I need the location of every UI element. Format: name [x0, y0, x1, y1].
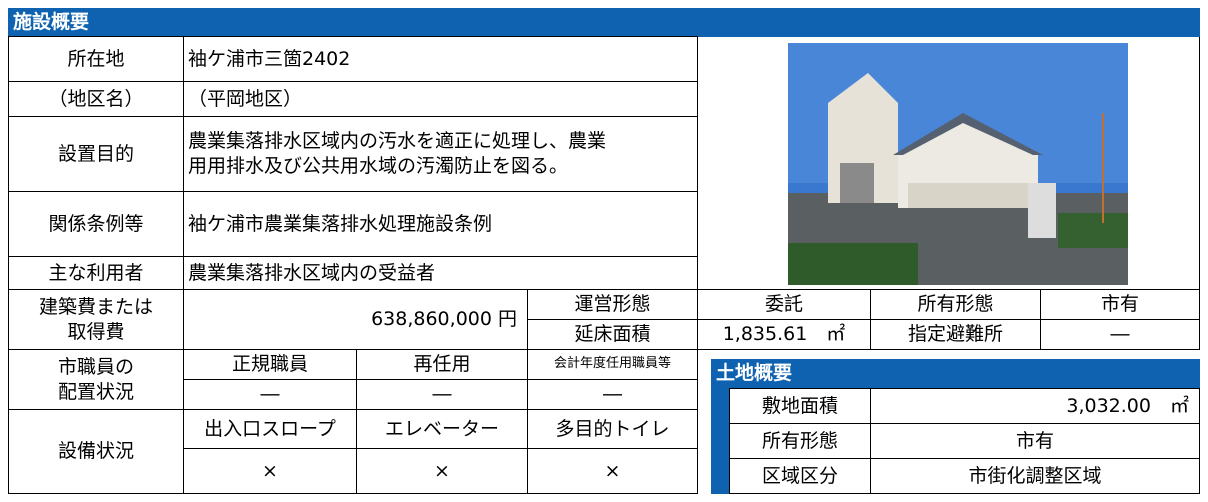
text: 市有 [1015, 429, 1054, 452]
text: × [604, 459, 621, 482]
text: エレベーター [384, 417, 499, 440]
value-cell: 市街化調整区域 [870, 458, 1200, 494]
text: 建築費または [38, 295, 153, 318]
label-cell: 市職員の 配置状況 [8, 349, 184, 410]
text: 農業集落排水区域内の受益者 [188, 261, 436, 284]
text: 袖ケ浦市農業集落排水処理施設条例 [188, 212, 493, 235]
value-cell: （平岡地区） [183, 81, 698, 117]
text: 設置目的 [57, 142, 134, 165]
text: 638,860,000 円 [371, 308, 517, 331]
text: 取得費 [67, 320, 125, 343]
text: 指定避難所 [907, 323, 1003, 346]
label-cell: 指定避難所 [870, 319, 1041, 350]
value-cell: 農業集落排水区域内の受益者 [183, 256, 698, 290]
text: × [262, 459, 278, 482]
column-header: エレベーター [356, 409, 528, 449]
photo-frame [697, 36, 1200, 290]
value-cell: ― [356, 379, 528, 410]
value-cell: ― [183, 379, 357, 410]
label-cell: 延床面積 [527, 319, 698, 350]
text: 敷地面積 [761, 394, 838, 417]
text: 用用排水及び公共用水域の汚濁防止を図る。 [188, 155, 569, 177]
column-header: 出入口スロープ [183, 409, 357, 449]
column-header: 正規職員 [183, 349, 357, 380]
label-cell: 所有形態 [729, 423, 871, 459]
label-cell: 建築費または 取得費 [8, 289, 184, 350]
text: 袖ケ浦市三箇2402 [188, 47, 351, 70]
value-cell: 3,032.00 ㎡ [870, 388, 1200, 424]
value-cell: 市有 [1040, 289, 1200, 320]
value-cell: 1,835.61 ㎡ [697, 319, 871, 350]
text: 延床面積 [574, 323, 651, 346]
value-cell: × [183, 448, 357, 494]
text: 市職員の [57, 355, 134, 378]
label-cell: （地区名） [8, 81, 184, 117]
value-cell: ― [1040, 319, 1200, 350]
text: ― [603, 383, 622, 406]
column-header: 会計年度任用職員等 [527, 349, 698, 380]
label-cell: 設置目的 [8, 116, 184, 192]
text: 運営形態 [574, 293, 651, 316]
value-cell: 農業集落排水区域内の汚水を適正に処理し、農業 用用排水及び公共用水域の汚濁防止を図… [183, 116, 698, 192]
text: 所有形態 [917, 293, 994, 316]
section-strip [711, 388, 729, 494]
column-header: 再任用 [356, 349, 528, 380]
section-header: 土地概要 [711, 359, 1200, 388]
label-cell: 敷地面積 [729, 388, 871, 424]
label-cell: 所有形態 [870, 289, 1041, 320]
text: （平岡地区） [188, 87, 303, 110]
label-cell: 設備状況 [8, 409, 184, 494]
text: （地区名） [48, 87, 144, 110]
text: 配置状況 [57, 380, 134, 403]
label-cell: 主な利用者 [8, 256, 184, 290]
text: 市有 [1100, 293, 1139, 316]
text: 施設概要 [13, 11, 90, 34]
value-cell: 委託 [697, 289, 871, 320]
text: × [434, 459, 450, 482]
facility-photo [788, 43, 1128, 285]
text: 農業集落排水区域内の汚水を適正に処理し、農業 [188, 130, 607, 153]
label-cell: 関係条例等 [8, 191, 184, 257]
value-cell: ― [527, 379, 698, 410]
text: 正規職員 [231, 353, 308, 376]
text: 関係条例等 [48, 212, 144, 235]
text: 市街化調整区域 [968, 464, 1102, 487]
value-cell: 袖ケ浦市三箇2402 [183, 36, 698, 82]
value-cell: × [527, 448, 698, 494]
text: 出入口スロープ [204, 417, 336, 440]
text: 設備状況 [57, 440, 134, 463]
text: 区域区分 [761, 464, 838, 487]
text: 土地概要 [716, 362, 793, 385]
value-cell: 市有 [870, 423, 1200, 459]
text: 1,835.61 ㎡ [722, 323, 846, 346]
text: 委託 [764, 293, 803, 316]
value-cell: 袖ケ浦市農業集落排水処理施設条例 [183, 191, 698, 257]
text: 再任用 [413, 353, 471, 376]
label-cell: 区域区分 [729, 458, 871, 494]
text: 主な利用者 [48, 261, 144, 284]
text: 3,032.00 ㎡ [1066, 394, 1189, 417]
label-cell: 運営形態 [527, 289, 698, 320]
column-header: 多目的トイレ [527, 409, 698, 449]
value-cell: 638,860,000 円 [183, 289, 528, 350]
text: 所有形態 [761, 429, 838, 452]
label-cell: 所在地 [8, 36, 184, 82]
value-cell: × [356, 448, 528, 494]
text: ― [1110, 323, 1130, 346]
text: 所在地 [67, 47, 125, 70]
text: ― [432, 383, 452, 406]
text: 多目的トイレ [555, 417, 670, 440]
text: 会計年度任用職員等 [553, 356, 671, 372]
section-header: 施設概要 [8, 8, 1200, 37]
text: ― [260, 383, 280, 406]
